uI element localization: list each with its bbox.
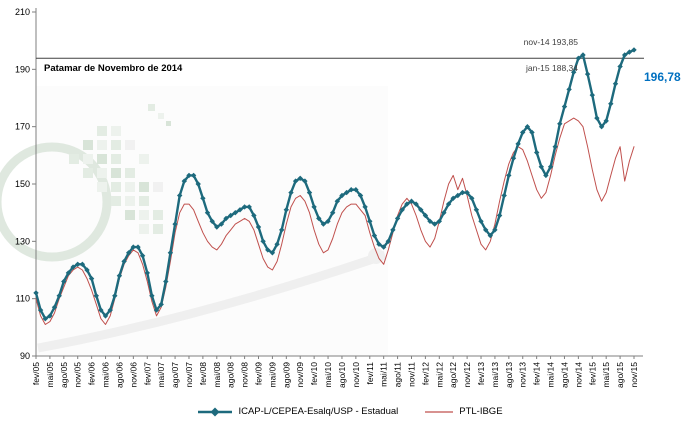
legend-item-icap: ICAP-L/CEPEA-Esalq/USP - Estadual — [197, 406, 398, 417]
annotation-nov14: nov-14 193,85 — [523, 37, 578, 47]
x-tick-label: fev/07 — [142, 362, 152, 385]
y-tick-label: 210 — [15, 7, 30, 17]
x-tick-label: nov/10 — [351, 362, 361, 388]
x-tick-label: ago/10 — [337, 362, 347, 388]
x-tick-label: ago/05 — [59, 362, 69, 388]
x-tick-label: fev/12 — [420, 362, 430, 385]
x-tick-label: fev/06 — [87, 362, 97, 385]
x-tick-label: mai/15 — [601, 362, 611, 388]
x-tick-label: mai/11 — [379, 362, 389, 387]
y-tick-label: 150 — [15, 179, 30, 189]
x-tick-label: ago/11 — [393, 362, 403, 388]
x-tick-label: fev/08 — [198, 362, 208, 385]
y-tick-label: 90 — [20, 351, 30, 361]
x-tick-label: ago/13 — [504, 362, 514, 388]
x-tick-label: fev/09 — [254, 362, 264, 385]
x-tick-label: ago/09 — [281, 362, 291, 388]
x-tick-label: fev/10 — [309, 362, 319, 385]
x-tick-label: mai/07 — [156, 362, 166, 388]
x-tick-label: nov/06 — [128, 362, 138, 388]
legend-swatch-icap-icon — [198, 407, 233, 416]
x-tick-label: nov/13 — [518, 362, 528, 388]
annotation-jan15: jan-15 188,34 — [526, 63, 578, 73]
x-tick-label: ago/12 — [448, 362, 458, 388]
x-tick-label: nov/15 — [629, 362, 639, 388]
x-tick-label: nov/14 — [573, 362, 583, 388]
x-tick-label: mai/10 — [323, 362, 333, 388]
x-tick-label: ago/06 — [114, 362, 124, 388]
x-tick-label: mai/08 — [212, 362, 222, 388]
x-tick-label: mai/12 — [434, 362, 444, 388]
x-tick-label: fev/11 — [365, 362, 375, 385]
y-tick-label: 190 — [15, 64, 30, 74]
x-tick-label: nov/12 — [462, 362, 472, 388]
legend-item-ptl: PTL-IBGE — [424, 406, 503, 417]
x-tick-label: ago/14 — [559, 362, 569, 388]
x-tick-label: nov/07 — [184, 362, 194, 388]
y-tick-label: 170 — [15, 122, 30, 132]
x-tick-label: fev/13 — [476, 362, 486, 385]
watermark-squares — [69, 104, 171, 234]
last-value-label: 196,78 — [644, 70, 681, 84]
x-tick-label: mai/14 — [546, 362, 556, 388]
x-tick-label: ago/15 — [615, 362, 625, 388]
x-tick-label: mai/13 — [490, 362, 500, 388]
x-tick-label: mai/06 — [101, 362, 111, 388]
legend-swatch-ptl-icon — [425, 410, 454, 413]
x-tick-label: nov/11 — [406, 362, 416, 387]
y-tick-label: 110 — [16, 294, 30, 304]
series-line-ptl — [35, 117, 635, 325]
x-tick-label: nov/09 — [295, 362, 305, 388]
x-tick-label: ago/08 — [226, 362, 236, 388]
x-tick-label: nov/05 — [73, 362, 83, 388]
x-tick-label: fev/14 — [532, 362, 542, 385]
x-tick-label: nov/08 — [240, 362, 250, 388]
chart-legend: ICAP-L/CEPEA-Esalq/USP - Estadual PTL-IB… — [0, 406, 700, 417]
x-tick-label: mai/05 — [45, 362, 55, 388]
y-tick-label: 130 — [15, 236, 30, 246]
legend-label-icap: ICAP-L/CEPEA-Esalq/USP - Estadual — [238, 406, 399, 417]
x-tick-label: ago/07 — [170, 362, 180, 388]
x-tick-label: fev/15 — [587, 362, 597, 385]
legend-label-ptl: PTL-IBGE — [459, 406, 503, 417]
x-tick-label: fev/05 — [31, 362, 41, 385]
reference-line-label: Patamar de Novembro de 2014 — [44, 63, 183, 74]
x-tick-label: mai/09 — [267, 362, 277, 388]
